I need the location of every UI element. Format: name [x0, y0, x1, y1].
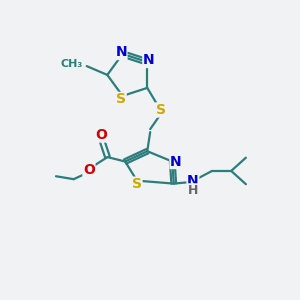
Text: O: O	[83, 163, 95, 177]
Text: S: S	[155, 103, 166, 117]
Text: N: N	[170, 154, 182, 169]
Text: N: N	[187, 174, 199, 188]
Text: H: H	[188, 184, 199, 197]
Text: S: S	[116, 92, 126, 106]
Text: N: N	[115, 45, 127, 59]
Text: CH₃: CH₃	[60, 59, 82, 69]
Text: S: S	[132, 177, 142, 191]
Text: O: O	[96, 128, 108, 142]
Text: N: N	[143, 53, 154, 68]
